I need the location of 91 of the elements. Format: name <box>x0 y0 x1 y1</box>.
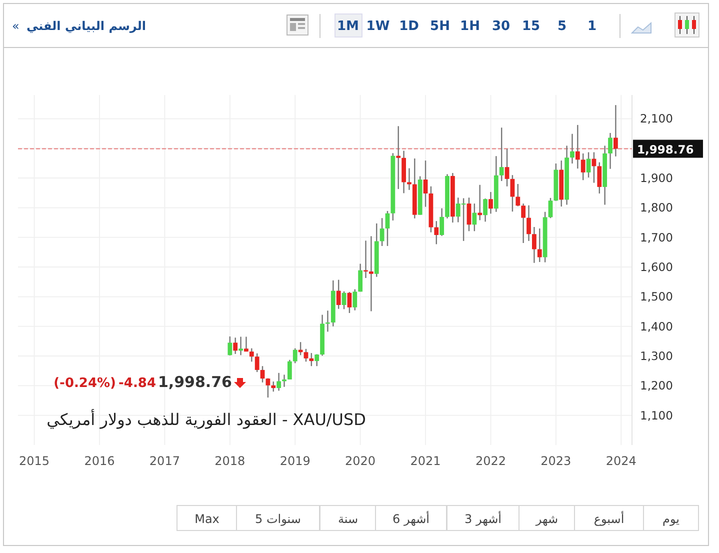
candlestick <box>440 208 444 236</box>
candlestick <box>575 124 580 170</box>
candlestick <box>499 127 504 182</box>
y-tick-label: 1,200 <box>640 378 673 393</box>
candlestick <box>260 366 265 384</box>
x-tick-label: 2022 <box>475 454 506 468</box>
candlestick <box>254 352 260 373</box>
candlestick <box>347 291 352 314</box>
candlestick <box>580 152 586 181</box>
annotation: -4.84 <box>118 376 156 391</box>
candlestick <box>396 126 401 190</box>
candlestick <box>483 198 488 222</box>
x-tick-label: 2019 <box>280 454 310 468</box>
candlestick <box>466 197 472 232</box>
candlestick <box>423 160 428 208</box>
y-tick-label: 1,800 <box>640 200 673 215</box>
x-tick-label: 2023 <box>540 454 572 468</box>
candlestick <box>586 152 591 178</box>
candlestick <box>287 359 292 380</box>
candlestick <box>526 204 531 242</box>
text: 1D <box>399 19 420 34</box>
x-tick-label: 2021 <box>410 454 441 468</box>
candlestick <box>276 372 282 392</box>
annotation: (-0.24%) <box>54 376 116 391</box>
candlestick <box>548 197 553 219</box>
y-tick-label: 1,300 <box>640 349 673 364</box>
text: 3 أشهر <box>464 511 502 526</box>
text: « <box>12 19 20 33</box>
y-tick-label: 1,700 <box>640 230 673 244</box>
text: 5 <box>557 19 567 34</box>
candlestick <box>532 226 536 264</box>
x-tick-label: 2016 <box>84 454 115 468</box>
text: يوم <box>662 512 680 526</box>
text: سنة <box>338 512 358 526</box>
text: 5H <box>430 19 450 34</box>
candlestick <box>472 202 477 232</box>
candlestick <box>434 220 439 245</box>
candlestick <box>385 210 390 247</box>
text: أسبوع <box>594 511 624 526</box>
candlestick <box>570 133 574 164</box>
y-tick-label: 1,500 <box>640 290 673 304</box>
candlestick <box>266 378 270 398</box>
candlestick <box>352 288 358 311</box>
candlestick <box>358 263 363 292</box>
candlestick <box>336 279 341 310</box>
chart-title: الرسم البياني الفني <box>26 19 146 33</box>
text: 1 <box>587 19 597 34</box>
y-tick-label: 1,600 <box>640 260 673 274</box>
x-tick-label: 2017 <box>149 454 180 468</box>
candlestick <box>249 348 254 362</box>
candlestick <box>488 191 493 214</box>
candlestick <box>597 162 602 194</box>
x-tick-label: 2018 <box>214 454 246 468</box>
candlestick <box>238 336 243 356</box>
x-tick-label: 2020 <box>345 454 376 468</box>
text: 1H <box>460 19 480 34</box>
text: 1W <box>366 19 390 34</box>
candlestick <box>304 348 308 362</box>
candlestick <box>608 132 612 170</box>
y-tick-label: 1,100 <box>640 408 673 422</box>
text: XAU/USD - العقود الفورية للذهب دولار أمريكي <box>46 409 366 429</box>
text: شهر <box>534 512 558 526</box>
y-tick-label: 2,100 <box>640 112 673 126</box>
text: 5 سنوات <box>255 512 301 526</box>
text: Max <box>194 512 220 526</box>
candlestick <box>342 290 346 310</box>
candlestick <box>614 104 618 157</box>
ref-line-label: 1,998.76 <box>637 142 694 156</box>
x-tick-label: 2015 <box>19 454 50 468</box>
candlestick <box>380 217 384 247</box>
candlestick <box>244 336 248 352</box>
candlestick <box>504 148 510 187</box>
candlestick <box>309 352 314 367</box>
candlestick <box>521 202 526 244</box>
annotation: 1,998.76 <box>158 373 232 391</box>
x-tick-label: 2024 <box>606 454 636 468</box>
candlestick <box>228 336 232 356</box>
candlestick <box>537 228 542 263</box>
candlestick <box>271 380 276 392</box>
text: 1M <box>337 19 359 34</box>
candlestick <box>516 183 520 207</box>
text: 6 أشهر <box>392 511 430 526</box>
candlestick <box>368 236 374 312</box>
candlestick <box>407 168 412 191</box>
y-tick-label: 1,900 <box>640 171 673 186</box>
candlestick <box>314 354 320 367</box>
candlestick <box>292 348 298 364</box>
y-tick-label: 1,400 <box>640 319 673 334</box>
candlestick <box>233 337 238 355</box>
text: 15 <box>522 19 540 34</box>
text: 30 <box>492 19 510 34</box>
